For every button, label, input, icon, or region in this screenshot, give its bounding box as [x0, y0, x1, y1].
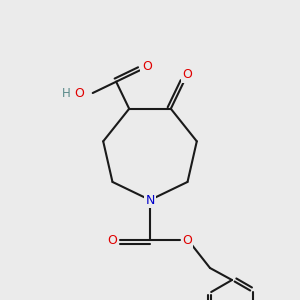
- Text: H: H: [62, 86, 71, 100]
- Text: O: O: [142, 61, 152, 74]
- Text: O: O: [74, 86, 84, 100]
- Text: O: O: [182, 68, 192, 81]
- Text: O: O: [182, 233, 192, 247]
- Text: N: N: [145, 194, 155, 206]
- Text: O: O: [107, 233, 117, 247]
